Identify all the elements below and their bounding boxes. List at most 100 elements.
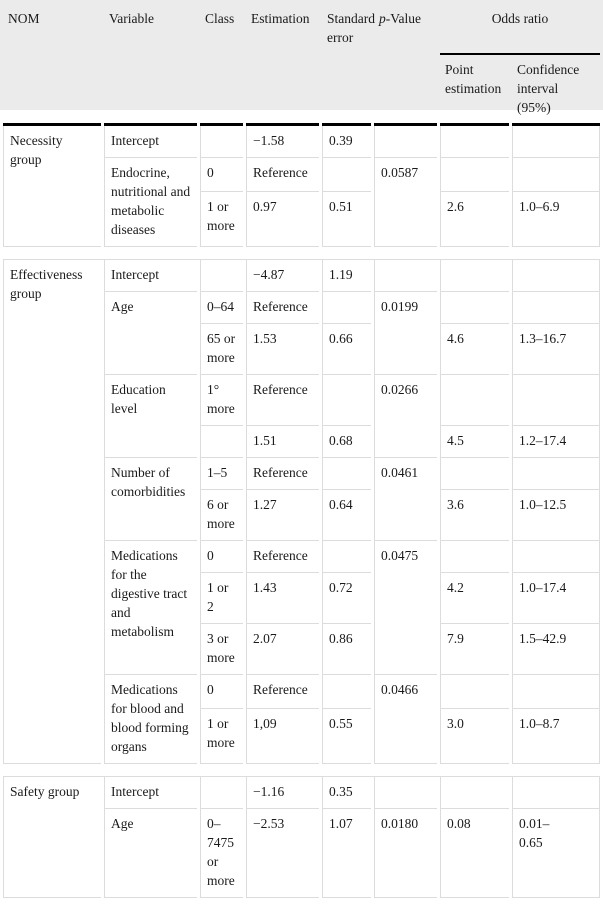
cell-class: 1° more (200, 375, 243, 426)
regression-table-wrapper: NOM Variable Class Estimation Standard e… (0, 0, 603, 898)
table-row: Number of comorbidities 1–5 Reference 0.… (3, 458, 600, 541)
cell-point-estimation (440, 541, 509, 573)
table-header-background (0, 0, 603, 110)
table-body: Necessity group Intercept −1.58 0.39 End… (3, 126, 600, 898)
cell-class: 0– 7475 or more (200, 809, 243, 898)
group-separator (3, 247, 600, 260)
table-row: Effectiveness group Intercept −4.87 1.19 (3, 260, 600, 764)
cell-confidence-interval: 1.3–16.7 (512, 324, 600, 375)
col-header-odds-ratio: Odds ratio (440, 0, 600, 55)
cell-confidence-interval (512, 777, 600, 809)
col-header-estimation: Estimation (246, 0, 319, 126)
cell-std-error: 0.55 (322, 709, 371, 764)
cell-class (200, 126, 243, 158)
cell-estimation: −1.16 (246, 777, 319, 809)
cell-std-error (322, 158, 371, 193)
cell-confidence-interval (512, 375, 600, 426)
cell-std-error: 1.19 (322, 260, 371, 292)
cell-estimation: 1.51 (246, 426, 319, 458)
table-row: Medications for the digestive tract and … (3, 541, 600, 675)
cell-class: 1–5 (200, 458, 243, 490)
cell-variable: Medications for blood and blood forming … (104, 675, 197, 764)
cell-p-value: 0.0587 (374, 158, 437, 247)
cell-class: 0 (200, 675, 243, 710)
col-header-p-value: p-Value (374, 0, 437, 126)
table-row: Safety group Intercept −1.16 0.35 (3, 777, 600, 898)
cell-variable: Intercept (104, 777, 197, 809)
cell-p-value (374, 777, 437, 809)
cell-class: 1 or more (200, 709, 243, 764)
cell-point-estimation: 3.0 (440, 709, 509, 764)
cell-variable: Age (104, 809, 197, 898)
table-row: Endocrine, nutritional and metabolic dis… (3, 158, 600, 247)
cell-std-error: 0.68 (322, 426, 371, 458)
cell-confidence-interval (512, 126, 600, 158)
table-row: 1 or more 1,09 0.55 3.0 1.0–8.7 (3, 709, 600, 764)
cell-point-estimation (440, 126, 509, 158)
cell-nom-group: Effectiveness group (3, 260, 101, 764)
cell-std-error (322, 375, 371, 426)
cell-confidence-interval (512, 260, 600, 292)
table-row: 1 or 2 1.43 0.72 4.2 1.0–17.4 (3, 573, 600, 624)
cell-estimation: Reference (246, 158, 319, 193)
cell-estimation: 1.27 (246, 490, 319, 541)
col-header-variable: Variable (104, 0, 197, 126)
cell-variable: Number of comorbidities (104, 458, 197, 541)
cell-point-estimation: 4.5 (440, 426, 509, 458)
cell-confidence-interval: 1.2–17.4 (512, 426, 600, 458)
cell-estimation: 1.53 (246, 324, 319, 375)
cell-std-error: 0.64 (322, 490, 371, 541)
cell-point-estimation (440, 675, 509, 710)
col-header-standard-error: Standard error (322, 0, 375, 126)
cell-point-estimation: 3.6 (440, 490, 509, 541)
cell-p-value: 0.0466 (374, 675, 437, 764)
cell-nom-group: Necessity group (3, 126, 101, 247)
cell-confidence-interval: 0.01– 0.65 (512, 809, 600, 898)
cell-variable: Endocrine, nutritional and metabolic dis… (104, 158, 197, 247)
cell-estimation: 1.43 (246, 573, 319, 624)
cell-confidence-interval: 1.0–17.4 (512, 573, 600, 624)
cell-point-estimation (440, 292, 509, 324)
cell-p-value: 0.0199 (374, 292, 437, 375)
cell-p-value: 0.0475 (374, 541, 437, 675)
cell-estimation: Reference (246, 458, 319, 490)
cell-class: 0–64 (200, 292, 243, 324)
col-header-confidence-interval: Confidence interval (95%) (512, 55, 600, 126)
cell-point-estimation (440, 777, 509, 809)
table-row: 1.51 0.68 4.5 1.2–17.4 (3, 426, 600, 458)
table-row: Medications for blood and blood forming … (3, 675, 600, 764)
cell-p-value (374, 126, 437, 158)
cell-class (200, 426, 243, 458)
col-header-class: Class (200, 0, 243, 126)
cell-class: 0 (200, 158, 243, 193)
cell-std-error (322, 675, 371, 710)
cell-estimation: −2.53 (246, 809, 319, 898)
cell-p-value (374, 260, 437, 292)
table-row: Necessity group Intercept −1.58 0.39 (3, 126, 600, 247)
cell-confidence-interval (512, 158, 600, 193)
cell-std-error: 0.72 (322, 573, 371, 624)
cell-std-error: 0.35 (322, 777, 371, 809)
cell-std-error (322, 458, 371, 490)
p-value-rest: -Value (385, 11, 421, 26)
table-row: 65 or more 1.53 0.66 4.6 1.3–16.7 (3, 324, 600, 375)
cell-confidence-interval: 1.0–12.5 (512, 490, 600, 541)
cell-estimation: 1,09 (246, 709, 319, 764)
cell-estimation: Reference (246, 375, 319, 426)
cell-point-estimation (440, 158, 509, 193)
cell-variable: Medications for the digestive tract and … (104, 541, 197, 675)
table-row: 1 or more 0.97 0.51 2.6 1.0–6.9 (3, 192, 600, 247)
cell-point-estimation: 7.9 (440, 624, 509, 675)
table-header: NOM Variable Class Estimation Standard e… (3, 0, 600, 126)
cell-class: 1 or 2 (200, 573, 243, 624)
cell-class: 0 (200, 541, 243, 573)
p-value-italic-p: p (379, 11, 386, 26)
cell-point-estimation (440, 458, 509, 490)
cell-std-error: 1.07 (322, 809, 371, 898)
cell-point-estimation: 2.6 (440, 192, 509, 247)
cell-estimation: −1.58 (246, 126, 319, 158)
cell-confidence-interval (512, 675, 600, 710)
cell-class: 6 or more (200, 490, 243, 541)
cell-point-estimation: 0.08 (440, 809, 509, 898)
cell-nom-group: Safety group (3, 777, 101, 898)
